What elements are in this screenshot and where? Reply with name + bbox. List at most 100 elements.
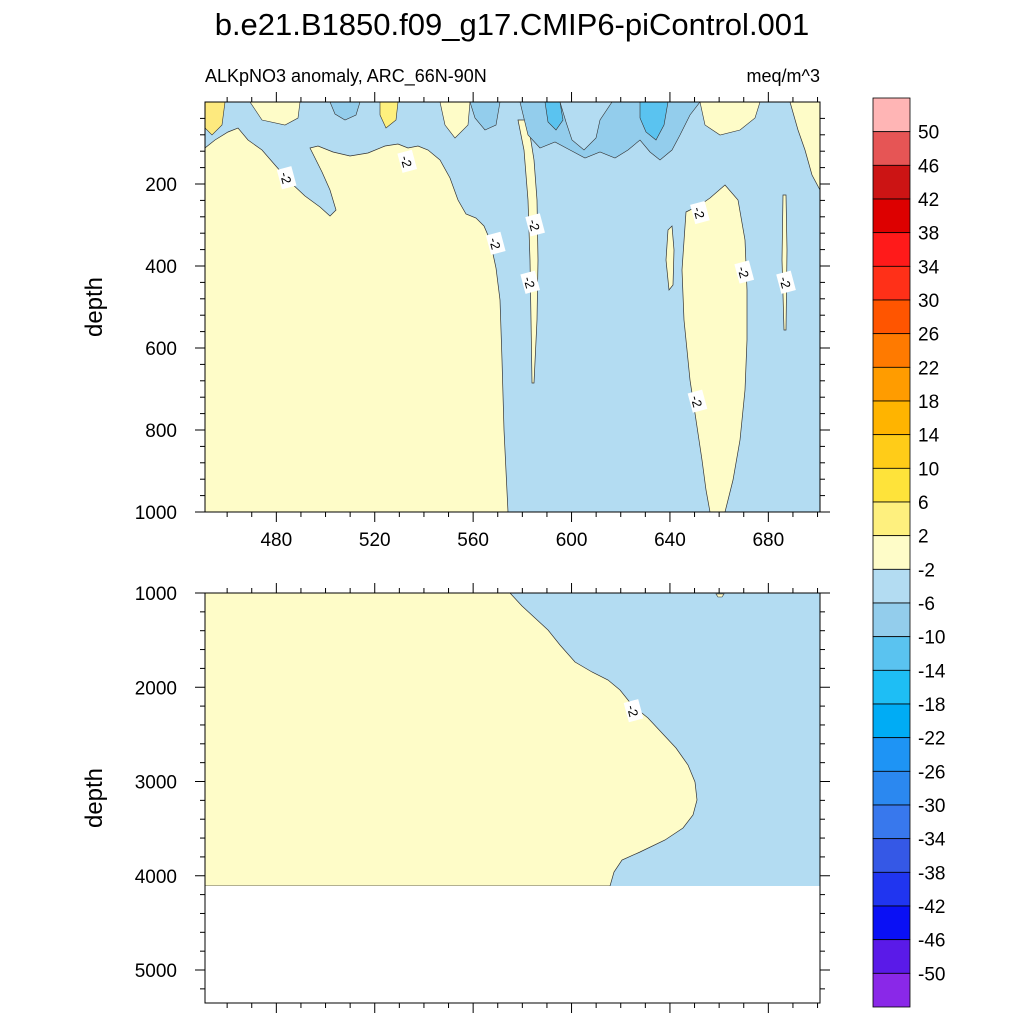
upper-surface-yellow-2 (379, 102, 399, 129)
lower-tiny-speck (715, 593, 725, 598)
colorbar-label: -34 (918, 830, 946, 851)
upper-positive-region-mid (517, 119, 539, 384)
colorbar-label: -18 (918, 695, 945, 716)
colorbar-label: -30 (918, 796, 945, 817)
colorbar-swatch (872, 198, 911, 234)
colorbar-label: 18 (918, 392, 939, 413)
upper-y-axis-label: depth (81, 277, 108, 337)
lower-panel: 1000 2000 3000 4000 5000 -2 depth (81, 583, 830, 1013)
upper-positive-region-right (681, 184, 748, 512)
upper-x-tick-label: 600 (556, 530, 588, 551)
upper-contour-label: -2 (687, 389, 708, 413)
subtitle-units: meq/m^3 (747, 66, 820, 86)
svg-text:-2: -2 (688, 394, 705, 409)
colorbar-label: -14 (918, 661, 946, 682)
colorbar-swatch (872, 669, 911, 705)
upper-y-tick-label: 200 (145, 175, 177, 196)
svg-text:-2: -2 (277, 170, 294, 185)
upper-y-tick-label: 1000 (135, 503, 177, 524)
colorbar-label: 46 (918, 156, 939, 177)
upper-surface-yellow-1 (205, 102, 226, 136)
lower-contour-label: -2 (623, 699, 644, 723)
subtitle-left: ALKpNO3 anomaly, ARC_66N-90N (205, 66, 487, 87)
upper-contour-label: -2 (485, 231, 506, 255)
upper-x-tick-label: 680 (752, 530, 784, 551)
lower-axis-ticks: 1000 2000 3000 4000 5000 (135, 583, 830, 1013)
svg-text:-2: -2 (776, 275, 793, 290)
lower-y-tick-label: 3000 (135, 773, 177, 794)
upper-surface-yellow-3 (439, 102, 471, 139)
colorbar-swatch (872, 939, 911, 974)
colorbar-swatch (872, 333, 911, 368)
colorbar-label: -50 (918, 964, 945, 985)
colorbar-swatch (872, 232, 911, 267)
colorbar-label: 34 (918, 257, 940, 278)
colorbar-swatch (872, 871, 911, 907)
colorbar-label: 50 (918, 123, 939, 144)
lower-contour-labels: -2 (623, 699, 644, 723)
colorbar-label: 14 (918, 426, 940, 447)
upper-positive-sliver (781, 194, 788, 331)
colorbar-label: -2 (918, 560, 935, 581)
svg-text:-2: -2 (397, 154, 414, 169)
upper-contour-label: -2 (525, 213, 545, 237)
lower-contour-fill (205, 593, 820, 886)
colorbar-label: -6 (918, 594, 935, 615)
upper-surface-cyan-1 (544, 102, 564, 131)
upper-surface-dark-blue-3 (469, 102, 501, 131)
colorbar-swatch (872, 434, 911, 469)
colorbar-swatch (872, 501, 911, 537)
colorbar-label: -22 (918, 729, 945, 750)
chart-title: b.e21.B1850.f09_g17.CMIP6-piControl.001 (215, 7, 810, 42)
colorbar-label: 10 (918, 459, 939, 480)
colorbar-label: -26 (918, 762, 945, 783)
upper-surface-cyan-2 (639, 102, 669, 141)
lower-positive-region (205, 593, 698, 886)
colorbar-swatch (872, 366, 911, 402)
lower-y-tick-label: 5000 (135, 961, 177, 982)
colorbar-label: 22 (918, 358, 939, 379)
colorbar-label: 42 (918, 190, 939, 211)
colorbar-swatch (872, 770, 911, 806)
upper-x-tick-label: 640 (654, 530, 686, 551)
upper-surface-yellow-5 (249, 102, 301, 126)
colorbar-swatch (872, 602, 911, 638)
lower-y-tick-label: 1000 (135, 584, 177, 605)
svg-text:-2: -2 (520, 275, 537, 290)
upper-plot-frame (204, 101, 821, 513)
colorbar-label: -42 (918, 897, 945, 918)
upper-contour-label: -2 (397, 149, 418, 173)
colorbar-swatch (872, 636, 911, 671)
upper-positive-region-small (665, 225, 675, 291)
upper-contour-label: -2 (276, 166, 297, 190)
colorbar-swatch (872, 568, 911, 604)
upper-axis-ticks: 480 520 560 600 640 680 200 400 600 800 1000 (135, 92, 830, 551)
svg-text:-2: -2 (735, 265, 752, 280)
colorbar-label: 30 (918, 291, 939, 312)
colorbar-swatch (872, 97, 911, 133)
svg-text:-2: -2 (525, 218, 542, 233)
svg-text:-2: -2 (624, 703, 641, 718)
svg-text:-2: -2 (690, 205, 707, 220)
colorbar-swatch (872, 703, 911, 739)
colorbar-swatch (872, 804, 911, 840)
colorbar-label: 26 (918, 325, 939, 346)
colorbar-label: 6 (918, 493, 929, 514)
svg-text:-2: -2 (486, 236, 503, 251)
colorbar-label: 38 (918, 224, 939, 245)
colorbar-swatch (872, 131, 911, 166)
upper-positive-edge-right (789, 102, 820, 191)
colorbar-swatch (872, 467, 911, 503)
colorbar-swatch (872, 299, 911, 335)
colorbar-swatch (872, 838, 911, 873)
upper-x-tick-label: 480 (260, 530, 292, 551)
colorbar-label: -10 (918, 628, 945, 649)
upper-x-tick-label: 560 (457, 530, 489, 551)
upper-contour-label: -2 (734, 260, 755, 284)
colorbar-label: -38 (918, 863, 945, 884)
colorbar-label: -46 (918, 931, 945, 952)
upper-x-tick-label: 520 (359, 530, 391, 551)
colorbar-swatch (872, 265, 911, 301)
upper-surface-dark-blue-2 (329, 102, 361, 121)
lower-y-axis-label: depth (81, 768, 108, 828)
